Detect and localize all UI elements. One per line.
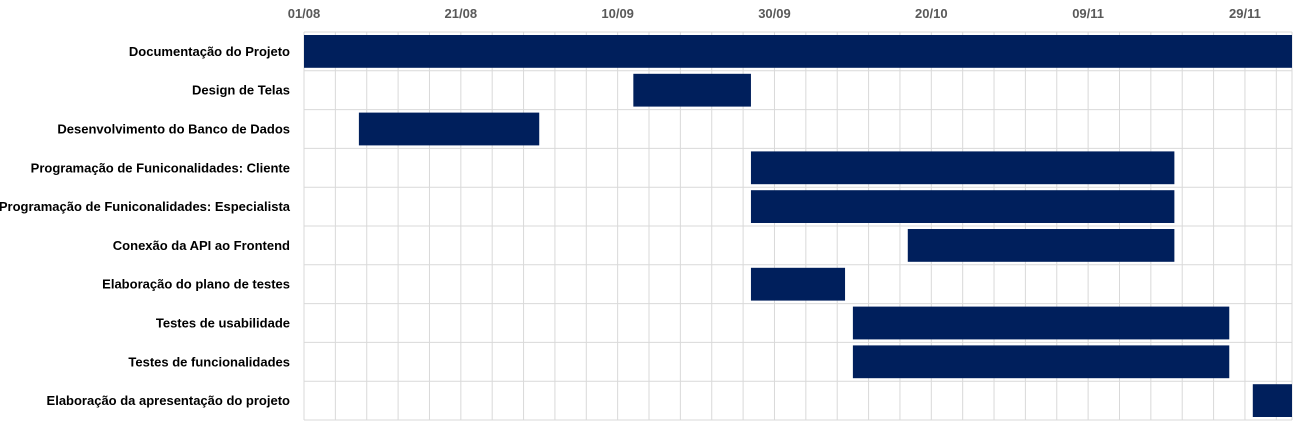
task-label: Desenvolvimento do Banco de Dados	[57, 122, 290, 137]
gantt-bar	[750, 190, 1175, 223]
task-label: Testes de usabilidade	[156, 316, 290, 331]
x-tick-label: 30/09	[758, 6, 791, 21]
gantt-bar	[358, 112, 540, 146]
task-label: Design de Telas	[192, 83, 290, 98]
x-tick-label: 29/11	[1229, 6, 1261, 21]
task-label: Documentação do Projeto	[129, 44, 290, 59]
task-labels: Documentação do Projeto Design de Telas De…	[0, 44, 291, 408]
task-label: Elaboração do plano de testes	[102, 277, 290, 292]
gantt-bar	[1252, 384, 1292, 417]
task-label: Conexão da API ao Frontend	[113, 238, 290, 253]
gantt-bar	[852, 345, 1230, 379]
task-label: Programação de Funiconalidades: Especial…	[0, 199, 291, 214]
gantt-bar	[750, 151, 1175, 185]
task-label: Elaboração da apresentação do projeto	[47, 393, 291, 408]
x-axis-ticks: 01/08 21/08 10/09 30/09 20/10 09/11 29/11	[288, 6, 1261, 21]
bar-layer	[304, 35, 1292, 417]
gantt-bar	[750, 267, 846, 301]
x-tick-label: 20/10	[915, 6, 948, 21]
x-tick-label: 21/08	[445, 6, 478, 21]
gantt-bar	[907, 229, 1175, 262]
task-label: Programação de Funiconalidades: Cliente	[31, 160, 290, 175]
x-tick-label: 09/11	[1072, 6, 1104, 21]
gantt-bar	[852, 306, 1230, 340]
gantt-bar	[304, 35, 1292, 68]
gantt-bar	[633, 73, 751, 107]
x-tick-label: 01/08	[288, 6, 321, 21]
x-tick-label: 10/09	[601, 6, 634, 21]
task-label: Testes de funcionalidades	[128, 354, 290, 369]
